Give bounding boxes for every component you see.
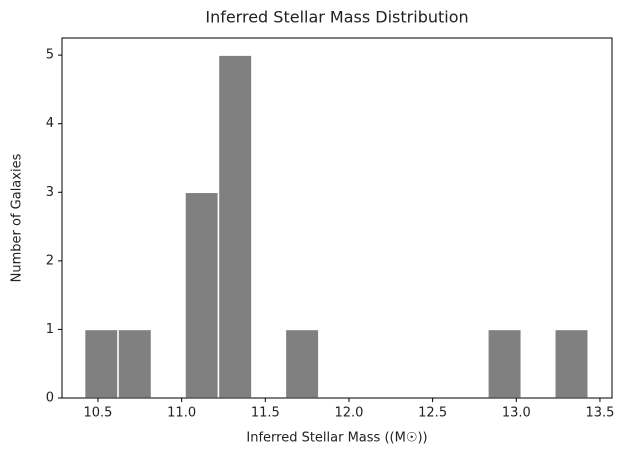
x-tick-label: 12.5 — [418, 406, 447, 421]
x-axis-label: Inferred Stellar Mass ((M☉)) — [246, 431, 427, 446]
x-tick-label: 11.0 — [167, 406, 196, 421]
y-tick-label: 5 — [46, 48, 54, 63]
x-tick-label: 13.5 — [585, 406, 614, 421]
chart-title: Inferred Stellar Mass Distribution — [205, 8, 468, 27]
bar — [83, 328, 119, 399]
bar — [284, 328, 320, 399]
bar — [117, 328, 153, 399]
bar — [487, 328, 523, 399]
y-tick-label: 4 — [46, 116, 54, 131]
y-axis-label: Number of Galaxies — [10, 153, 25, 282]
bar — [217, 54, 253, 399]
y-tick-label: 0 — [46, 391, 54, 406]
plot-frame — [61, 37, 613, 399]
x-tick-label: 11.5 — [251, 406, 280, 421]
y-tick-label: 3 — [46, 185, 54, 200]
bar — [184, 191, 220, 399]
x-tick-label: 10.5 — [83, 406, 112, 421]
x-tick-label: 13.0 — [502, 406, 531, 421]
y-tick-label: 2 — [46, 253, 54, 268]
bar — [554, 328, 589, 399]
x-tick-label: 12.0 — [334, 406, 363, 421]
y-tick-label: 1 — [46, 322, 54, 337]
